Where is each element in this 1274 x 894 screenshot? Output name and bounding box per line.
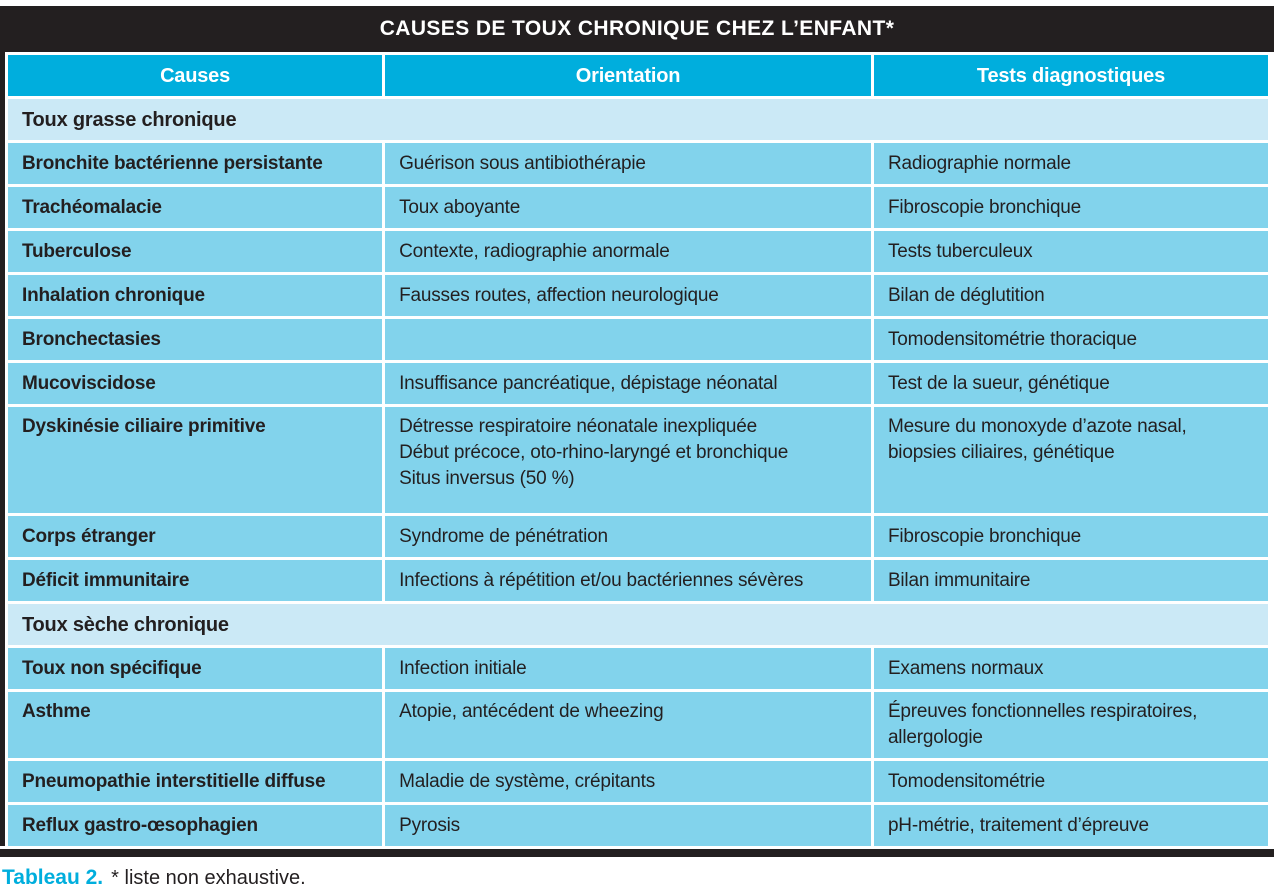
cell-orientation: Toux aboyante [385,187,871,228]
caption-label: Tableau 2. [2,866,104,889]
cell-orientation [385,319,871,360]
cell-tests: Tomodensitométrie [873,761,1268,802]
cell-tests: Radiographie normale [873,143,1268,184]
cell-tests: Bilan de déglutition [873,275,1268,316]
cell-cause: Bronchite bactérienne persistante [8,143,383,184]
section-row: Toux grasse chronique [8,99,1268,140]
cell-tests: pH-métrie, traitement d’épreuve [873,805,1268,846]
cell-tests: Fibroscopie bronchique [873,187,1268,228]
table-causes-toux-chronique-enfant: CAUSES DE TOUX CHRONIQUE CHEZ L’ENFANT* … [0,6,1274,857]
table-grid: Causes Orientation Tests diagnostiques Toux… [8,55,1268,846]
cell-cause: Toux non spécifique [8,648,383,689]
cell-cause: Inhalation chronique [8,275,383,316]
cell-cause: Corps étranger [8,516,383,557]
cell-tests: Tomodensitométrie thoracique [873,319,1268,360]
cell-tests: Examens normaux [873,648,1268,689]
cell-orientation: Insuffisance pancréatique, dépistage néo… [385,363,871,404]
cell-cause: Dyskinésie ciliaire primitive [8,407,383,513]
cell-tests: Épreuves fonctionnelles respiratoires, a… [873,692,1268,758]
cell-cause: Bronchectasies [8,319,383,360]
cell-tests: Test de la sueur, génétique [873,363,1268,404]
table-caption: Tableau 2. * liste non exhaustive. [0,857,1274,890]
cell-orientation: Détresse respiratoire néonatale inexpliq… [385,407,871,513]
cell-orientation: Guérison sous antibiothérapie [385,143,871,184]
table-title-bar: CAUSES DE TOUX CHRONIQUE CHEZ L’ENFANT* [0,6,1274,52]
caption-note: * liste non exhaustive. [111,867,306,889]
cell-cause: Pneumopathie interstitielle diffuse [8,761,383,802]
cell-orientation: Atopie, antécédent de wheezing [385,692,871,758]
cell-cause: Tuberculose [8,231,383,272]
cell-orientation: Fausses routes, affection neurologique [385,275,871,316]
cell-cause: Asthme [8,692,383,758]
cell-tests: Mesure du monoxyde d’azote nasal, biopsi… [873,407,1268,513]
column-header-orientation: Orientation [385,55,871,96]
cell-cause: Reflux gastro-œsophagien [8,805,383,846]
table-body-frame: Causes Orientation Tests diagnostiques Toux… [0,52,1274,846]
cell-tests: Bilan immunitaire [873,560,1268,601]
cell-orientation: Pyrosis [385,805,871,846]
cell-orientation: Infection initiale [385,648,871,689]
cell-orientation: Contexte, radiographie anormale [385,231,871,272]
column-header-causes: Causes [8,55,383,96]
cell-orientation: Maladie de système, crépitants [385,761,871,802]
cell-tests: Fibroscopie bronchique [873,516,1268,557]
section-row: Toux sèche chronique [8,604,1268,645]
column-header-tests: Tests diagnostiques [873,55,1268,96]
table-title: CAUSES DE TOUX CHRONIQUE CHEZ L’ENFANT* [379,17,895,40]
cell-orientation: Syndrome de pénétration [385,516,871,557]
cell-tests: Tests tuberculeux [873,231,1268,272]
cell-orientation: Infections à répétition et/ou bactérienn… [385,560,871,601]
cell-cause: Mucoviscidose [8,363,383,404]
table-bottom-border [0,849,1274,857]
cell-cause: Déficit immunitaire [8,560,383,601]
cell-cause: Trachéomalacie [8,187,383,228]
